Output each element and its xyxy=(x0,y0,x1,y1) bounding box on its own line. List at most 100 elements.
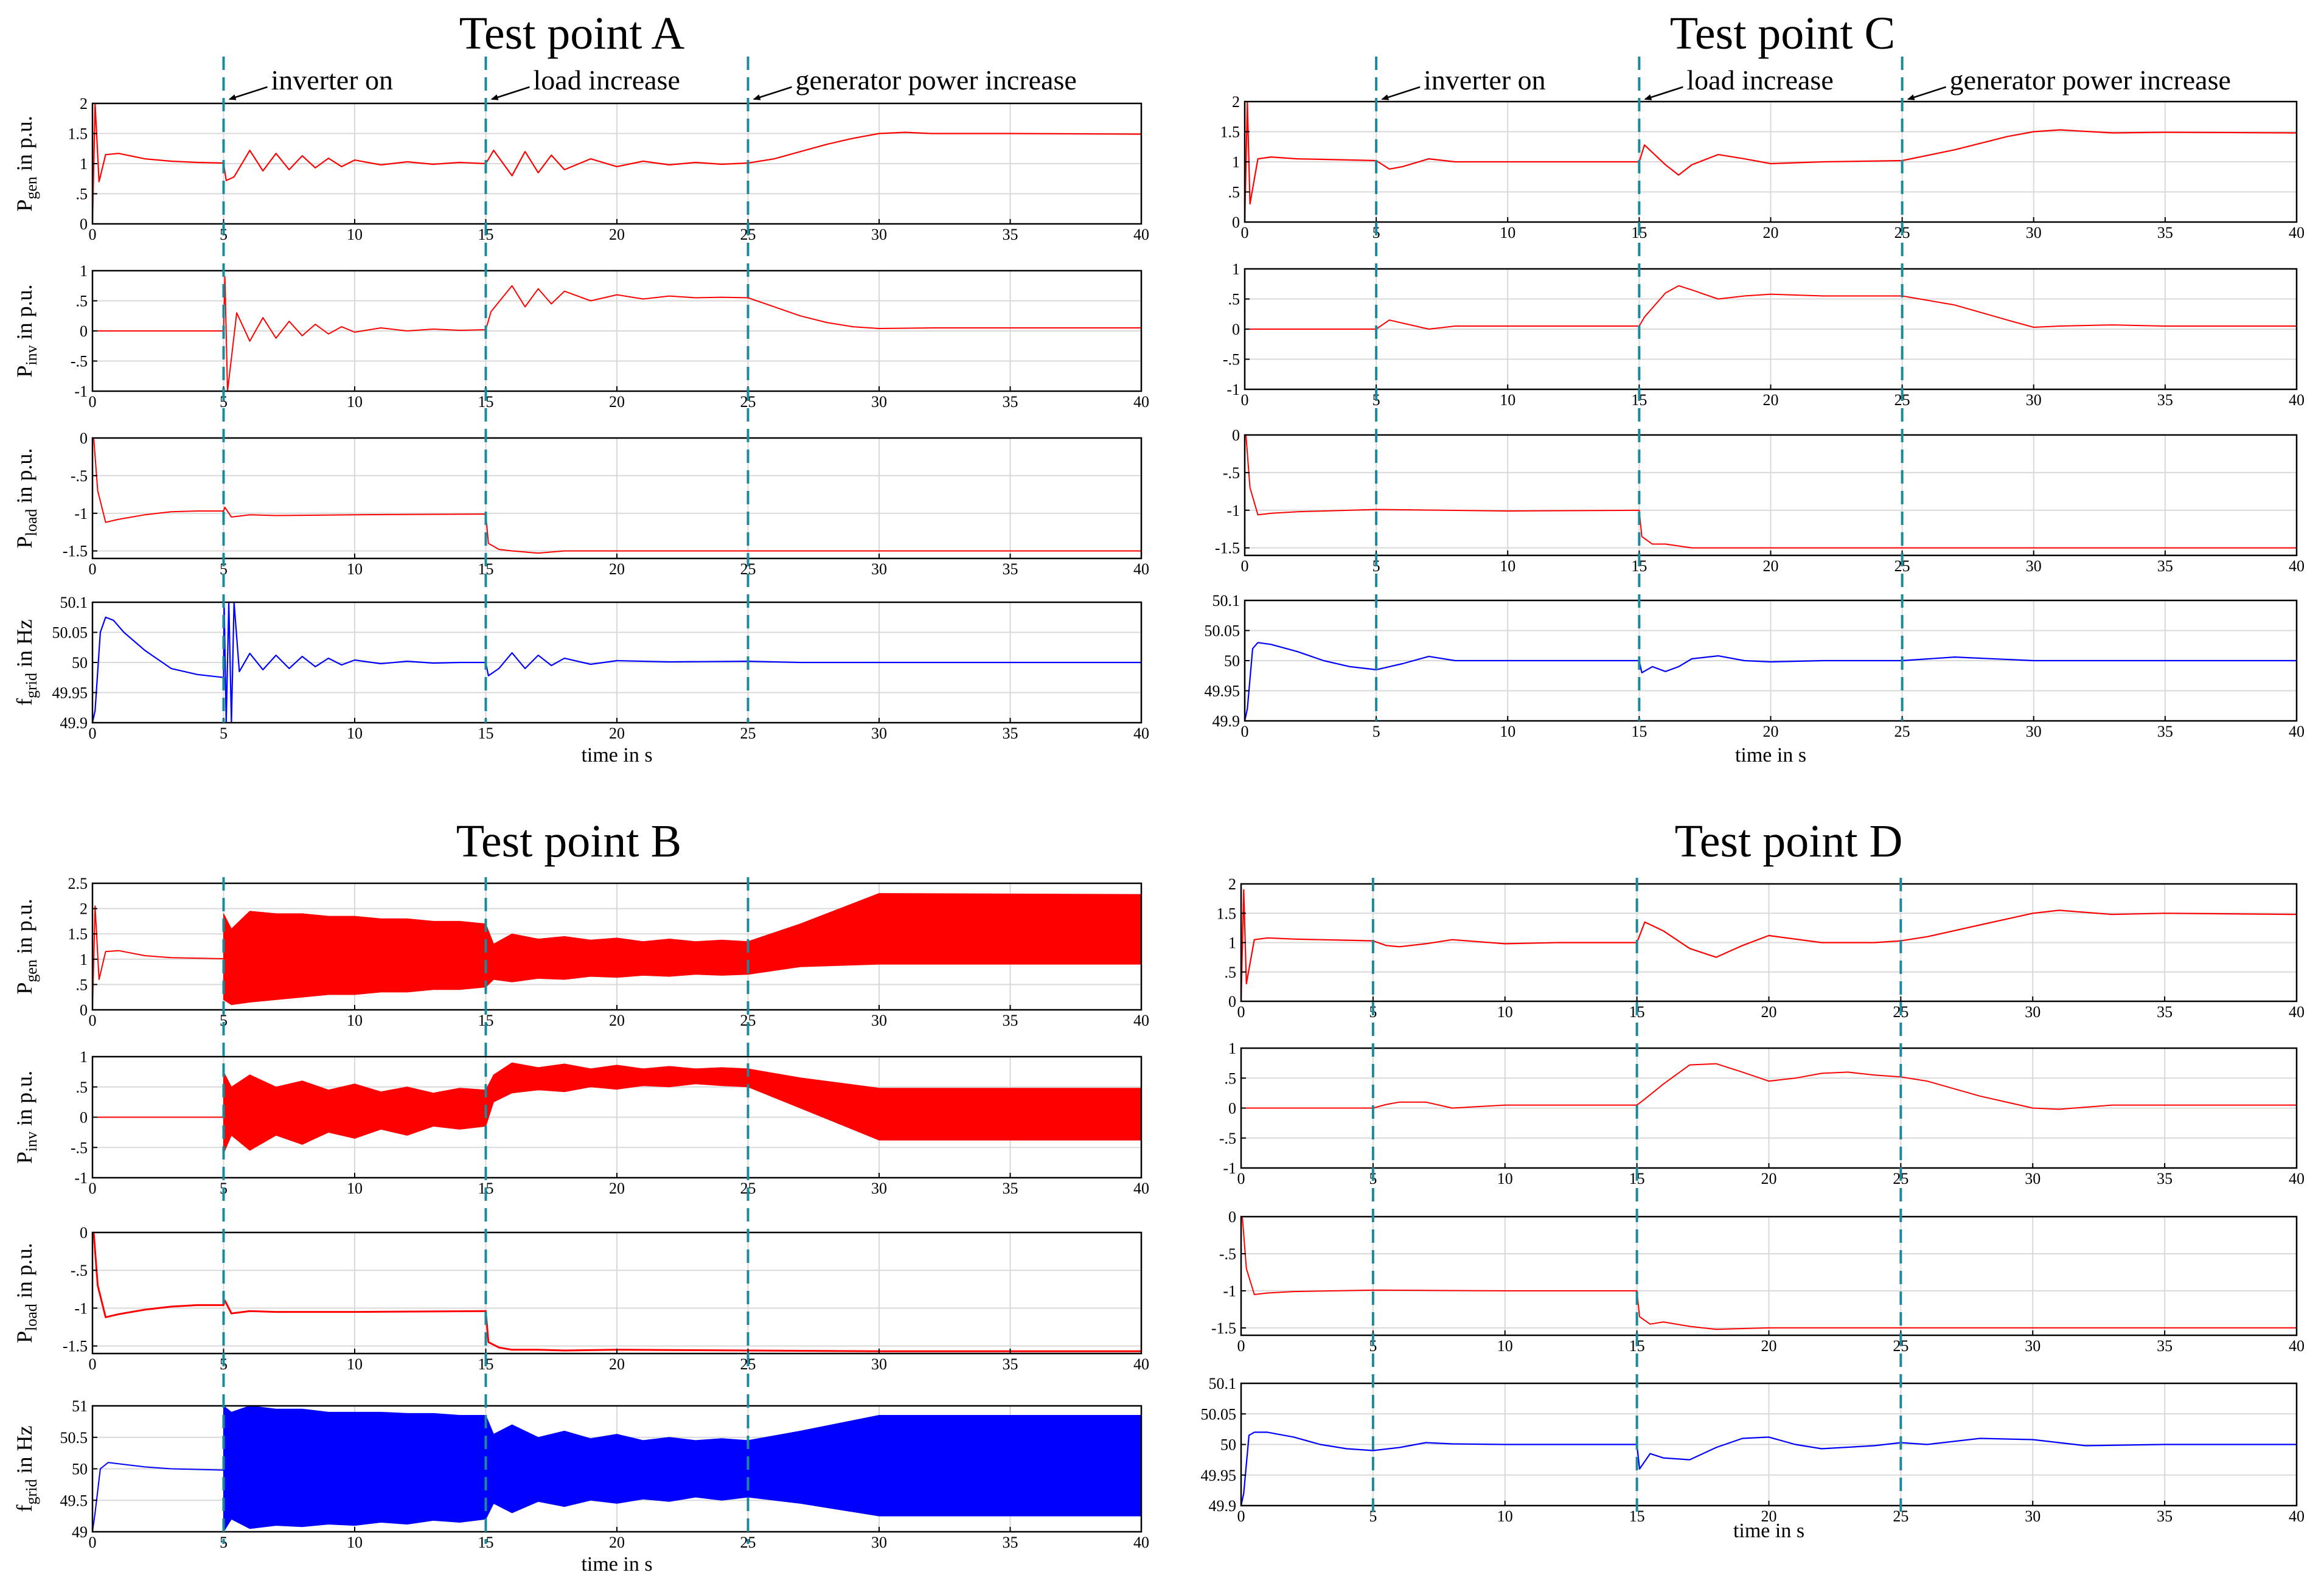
panel-title: Test point C xyxy=(1670,8,1895,59)
y-tick-label: 1 xyxy=(1232,260,1240,278)
x-tick-label: 10 xyxy=(1497,1337,1513,1355)
x-tick-label: 40 xyxy=(1133,393,1149,411)
x-tick-label: 0 xyxy=(89,226,97,243)
y-axis-label: Pinv in p.u. xyxy=(12,1071,40,1164)
x-tick-label: 0 xyxy=(1241,224,1249,242)
x-tick-label: 35 xyxy=(2157,723,2173,740)
oscillation-band xyxy=(223,1062,1141,1154)
oscillation-band xyxy=(223,893,1141,1006)
panel-C: Test point C05101520253035400.511.520510… xyxy=(1205,8,2305,766)
x-tick-label: 20 xyxy=(1763,723,1779,740)
y-tick-label: 50.1 xyxy=(60,594,88,611)
x-tick-label: 0 xyxy=(1241,391,1249,409)
y-tick-label: .5 xyxy=(1228,184,1240,201)
y-tick-label: -1 xyxy=(74,1169,88,1187)
panel-title: Test point A xyxy=(459,8,685,59)
x-tick-label: 0 xyxy=(1237,1003,1245,1021)
y-tick-label: 1 xyxy=(1228,1040,1236,1057)
x-tick-label: 35 xyxy=(2157,391,2173,409)
y-tick-label: .5 xyxy=(76,976,88,993)
y-tick-label: 1.5 xyxy=(68,125,88,143)
x-tick-label: 30 xyxy=(871,226,887,243)
y-tick-label: -.5 xyxy=(71,353,88,370)
y-tick-label: -.5 xyxy=(1219,1245,1236,1263)
x-tick-label: 10 xyxy=(347,560,363,578)
y-tick-label: 49.9 xyxy=(1212,712,1240,730)
data-layer xyxy=(92,602,1141,723)
x-tick-label: 30 xyxy=(2026,723,2042,740)
y-tick-label: 1.5 xyxy=(1220,123,1240,141)
y-tick-label: .5 xyxy=(76,1079,88,1096)
panel-B: Test point B0 5 10 15 20 25 30 35 400.511.522.5P… xyxy=(12,816,1149,1576)
x-tick-label: 30 xyxy=(2026,557,2042,575)
x-tick-label: 20 xyxy=(609,560,625,578)
y-tick-label: 49.95 xyxy=(1205,683,1240,700)
x-tick-label: 40 xyxy=(1133,1180,1149,1197)
series-line xyxy=(1245,642,2297,721)
series-line xyxy=(1241,1063,2297,1110)
y-tick-label: 2.5 xyxy=(68,875,88,892)
x-tick-label: 0 xyxy=(1237,1337,1245,1355)
x-tick-label: 10 xyxy=(1500,391,1515,409)
y-tick-label: -1 xyxy=(1223,1159,1236,1177)
x-tick-label: 35 xyxy=(2157,1337,2173,1355)
y-tick-label: 0 xyxy=(1232,426,1240,444)
subplot-A-4: 0 5 10 15 20 25 30 35 40 49.9 49.95 50 50.05 50.1 fgri… xyxy=(12,594,1149,742)
event-arrow xyxy=(490,86,530,100)
x-tick-label: 0 xyxy=(89,725,97,742)
x-axis-label: time in s xyxy=(1735,744,1806,766)
x-tick-label: 40 xyxy=(1133,560,1149,578)
x-tick-label: 40 xyxy=(1133,1012,1149,1029)
x-tick-label: 35 xyxy=(1003,725,1018,742)
y-tick-label: 49.95 xyxy=(1201,1467,1237,1484)
data-layer xyxy=(92,438,1141,554)
y-tick-label: -1 xyxy=(1223,1282,1236,1300)
x-tick-label: 25 xyxy=(740,725,756,742)
y-axis-label: fgrid in Hz xyxy=(12,1426,40,1512)
x-tick-label: 20 xyxy=(1763,557,1779,575)
event-label: generator power increase xyxy=(796,64,1077,96)
x-tick-label: 15 xyxy=(478,725,494,742)
series-line xyxy=(92,905,224,1010)
x-tick-label: 0 xyxy=(89,1180,97,1197)
x-tick-label: 10 xyxy=(347,393,363,411)
series-line xyxy=(1241,1217,2297,1330)
y-tick-label: 49.9 xyxy=(60,714,88,732)
y-tick-label: 49 xyxy=(72,1523,88,1541)
y-axis-label: Pload in p.u. xyxy=(12,448,40,549)
x-tick-label: 20 xyxy=(609,1355,625,1373)
x-tick-label: 40 xyxy=(2289,1507,2305,1525)
series-line xyxy=(92,438,1141,554)
y-tick-label: -.5 xyxy=(1223,351,1240,369)
x-tick-label: 30 xyxy=(2026,391,2042,409)
y-tick-label: 0 xyxy=(1232,214,1240,231)
x-tick-label: 10 xyxy=(347,1355,363,1373)
x-tick-label: 35 xyxy=(2157,1003,2173,1021)
panel-D: Test point D05101520253035400.511.520510… xyxy=(1201,816,2305,1542)
x-tick-label: 35 xyxy=(1003,560,1018,578)
x-tick-label: 20 xyxy=(609,393,625,411)
x-tick-label: 5 xyxy=(220,725,228,742)
x-tick-label: 20 xyxy=(1761,1337,1777,1355)
event-arrow xyxy=(1381,86,1421,100)
series-line xyxy=(92,1462,224,1532)
x-tick-label: 30 xyxy=(871,1012,887,1029)
data-layer xyxy=(1241,1431,2297,1506)
y-tick-label: 1 xyxy=(80,155,88,173)
event-arrow xyxy=(228,86,268,100)
y-tick-label: 0 xyxy=(80,322,88,340)
x-tick-label: 25 xyxy=(1894,723,1910,740)
x-tick-label: 0 xyxy=(89,1534,97,1551)
y-tick-label: -1 xyxy=(74,1299,88,1317)
y-axis-label: Pinv in p.u. xyxy=(12,284,40,377)
x-tick-label: 30 xyxy=(2025,1003,2040,1021)
y-tick-label: 50.05 xyxy=(1201,1405,1237,1423)
x-tick-label: 30 xyxy=(2025,1170,2040,1187)
x-tick-label: 10 xyxy=(1497,1170,1513,1187)
subplot-C-4: 0 5 10 15 20 25 30 35 40 49.9 49.95 50 50.05 50.1 xyxy=(1205,592,2305,740)
